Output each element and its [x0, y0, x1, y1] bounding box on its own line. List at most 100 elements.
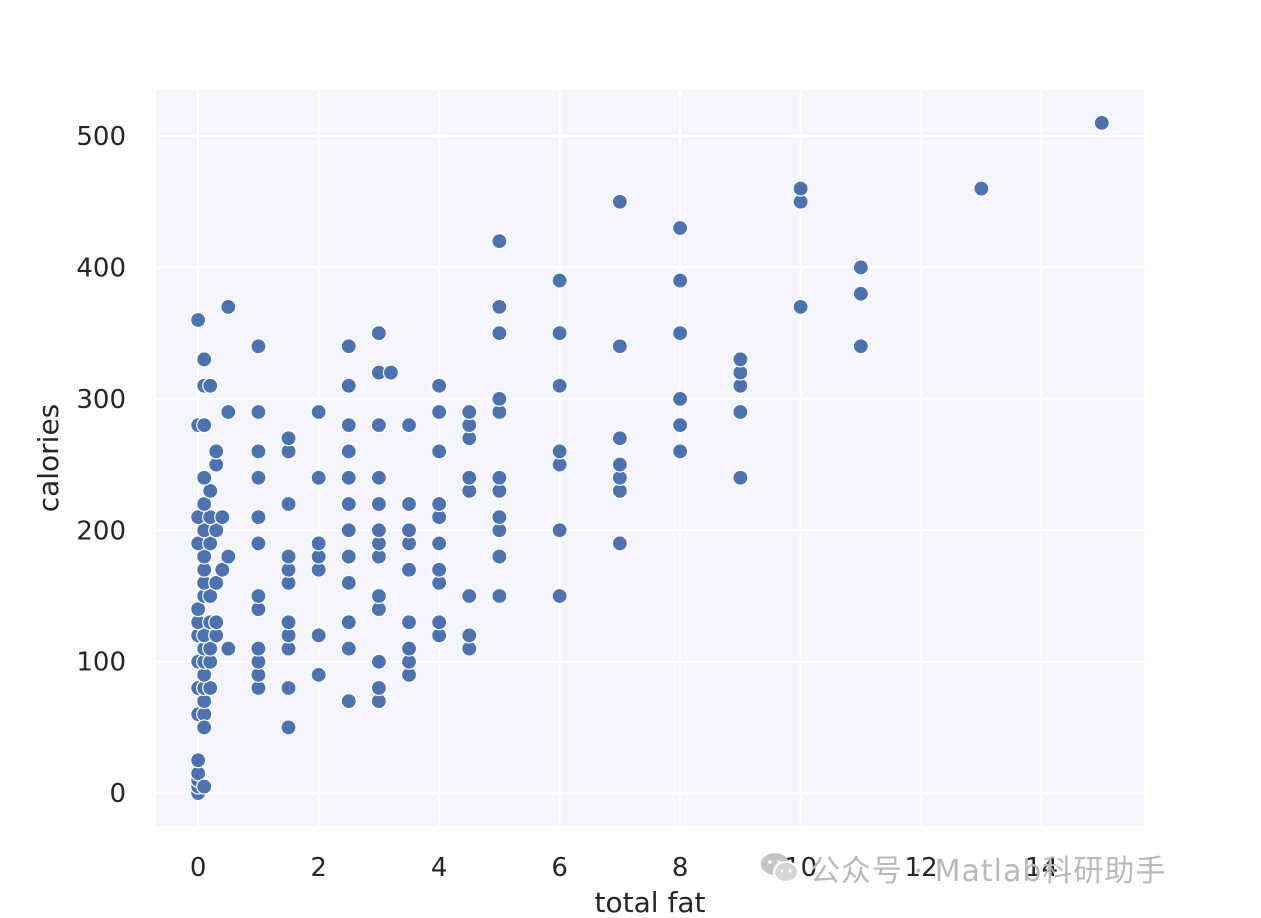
y-tick-label: 200	[76, 516, 126, 546]
data-point	[208, 614, 225, 631]
data-point	[370, 522, 388, 539]
data-point	[370, 495, 388, 513]
data-point	[214, 509, 231, 526]
data-point	[250, 640, 267, 657]
data-point	[196, 495, 213, 513]
data-point	[461, 627, 478, 644]
data-point	[551, 377, 568, 394]
data-point	[732, 403, 749, 421]
data-point	[310, 403, 327, 421]
data-point	[202, 535, 219, 552]
y-tick-label: 0	[109, 779, 126, 809]
data-point	[732, 351, 749, 368]
x-tick-label: 6	[551, 853, 568, 883]
data-point	[250, 338, 267, 355]
data-point	[340, 377, 357, 394]
data-point	[196, 778, 213, 795]
data-point	[852, 259, 869, 276]
data-point	[551, 272, 568, 289]
data-point	[370, 653, 388, 670]
data-point	[280, 679, 297, 697]
data-point	[852, 285, 869, 302]
data-point	[280, 548, 297, 565]
y-tick-label: 400	[76, 253, 126, 283]
x-tick-label: 0	[190, 853, 207, 883]
data-point	[732, 469, 749, 486]
watermark: 公众号 · Matlab科研助手	[760, 846, 1166, 890]
data-point	[340, 640, 357, 657]
data-point	[792, 298, 809, 315]
data-point	[250, 469, 267, 486]
data-point	[310, 627, 327, 644]
data-point	[220, 403, 237, 421]
data-point	[340, 522, 357, 539]
y-tick-labels: 0 100 200 300 400 500	[76, 122, 126, 809]
data-point	[491, 587, 508, 605]
data-point	[250, 535, 267, 552]
data-point	[202, 377, 219, 394]
data-point	[340, 495, 357, 513]
data-point	[491, 390, 508, 407]
data-point	[382, 364, 400, 381]
data-point	[202, 679, 219, 697]
y-tick-label: 300	[76, 385, 126, 415]
data-point	[461, 469, 478, 486]
data-point	[1093, 114, 1110, 131]
data-point	[491, 548, 508, 565]
data-point	[202, 640, 219, 657]
data-point	[340, 469, 357, 486]
data-point	[431, 535, 448, 552]
data-point	[196, 469, 213, 486]
data-point	[852, 338, 869, 355]
data-point	[400, 522, 418, 539]
y-tick-label: 100	[76, 648, 126, 678]
data-point	[973, 180, 990, 197]
data-point	[340, 417, 357, 434]
data-point	[196, 351, 213, 368]
x-tick-label: 12	[905, 853, 938, 883]
data-point	[250, 403, 267, 421]
data-point	[340, 338, 357, 355]
data-point	[280, 430, 297, 447]
data-point	[491, 509, 508, 526]
data-point	[220, 640, 237, 657]
y-tick-label: 500	[76, 122, 126, 152]
x-tick-label: 8	[672, 853, 689, 883]
data-point	[250, 443, 267, 460]
data-point	[220, 298, 237, 315]
data-point	[208, 522, 225, 539]
data-point	[400, 495, 418, 513]
plot-area	[156, 90, 1144, 826]
data-point	[672, 417, 689, 434]
data-point	[196, 548, 213, 565]
data-point	[370, 417, 388, 434]
data-point	[196, 719, 213, 736]
data-point	[611, 193, 628, 210]
data-point	[280, 614, 297, 631]
data-point	[400, 614, 418, 631]
data-point	[250, 587, 267, 605]
data-point	[672, 272, 689, 289]
data-point	[214, 561, 231, 578]
data-point	[208, 443, 225, 460]
x-tick-label: 4	[431, 853, 448, 883]
data-point	[208, 574, 225, 591]
data-point	[400, 417, 418, 434]
data-point	[190, 601, 207, 618]
data-point	[672, 390, 689, 407]
data-point	[491, 233, 508, 250]
data-point	[551, 443, 568, 460]
data-point	[431, 614, 448, 631]
data-point	[400, 561, 418, 578]
data-point	[310, 666, 327, 683]
data-point	[611, 456, 628, 473]
data-point	[220, 548, 237, 565]
data-point	[250, 509, 267, 526]
data-point	[310, 535, 327, 552]
data-point	[400, 640, 418, 657]
data-point	[672, 325, 689, 342]
x-tick-label: 2	[310, 853, 327, 883]
data-point	[340, 443, 357, 460]
data-point	[190, 752, 207, 769]
data-point	[551, 587, 568, 605]
